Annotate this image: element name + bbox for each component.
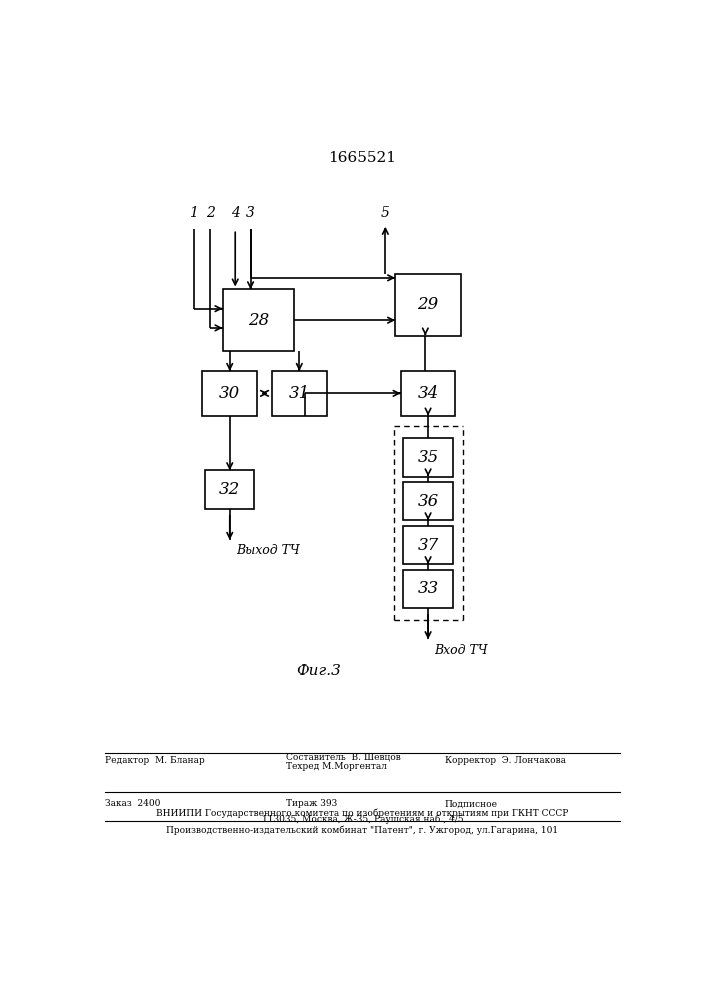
Text: 1665521: 1665521: [328, 151, 397, 165]
Text: Подписное: Подписное: [445, 799, 498, 808]
Text: 1: 1: [189, 206, 198, 220]
Text: Редактор  М. Бланар: Редактор М. Бланар: [105, 756, 204, 765]
Text: 30: 30: [219, 385, 240, 402]
Bar: [272, 371, 327, 416]
Text: Составитель  В. Шевцов: Составитель В. Шевцов: [286, 752, 400, 761]
Text: Тираж 393: Тираж 393: [286, 799, 337, 808]
Text: 5: 5: [381, 206, 390, 220]
Bar: [223, 289, 294, 351]
Text: ВНИИПИ Государственного комитета по изобретениям и открытиям при ГКНТ СССР: ВНИИПИ Государственного комитета по изоб…: [156, 808, 568, 818]
Text: 4: 4: [230, 206, 240, 220]
Bar: [395, 274, 461, 336]
Bar: [404, 526, 452, 564]
Text: Вход ТЧ: Вход ТЧ: [435, 644, 488, 657]
Text: 37: 37: [417, 537, 439, 554]
Text: Заказ  2400: Заказ 2400: [105, 799, 160, 808]
Text: Техред М.Моргентал: Техред М.Моргентал: [286, 762, 387, 771]
Text: Производственно-издательский комбинат "Патент", г. Ужгород, ул.Гагарина, 101: Производственно-издательский комбинат "П…: [166, 826, 559, 835]
Bar: [205, 470, 255, 509]
Text: 31: 31: [288, 385, 310, 402]
Bar: [401, 371, 455, 416]
Text: 113035, Москва, Ж-35, Раушская наб., 4/5: 113035, Москва, Ж-35, Раушская наб., 4/5: [262, 814, 463, 824]
Text: 33: 33: [417, 580, 439, 597]
Text: Фиг.3: Фиг.3: [296, 664, 341, 678]
Bar: [404, 570, 452, 608]
Text: 29: 29: [417, 296, 439, 313]
Text: 32: 32: [219, 481, 240, 498]
Text: Корректор  Э. Лончакова: Корректор Э. Лончакова: [445, 756, 566, 765]
Bar: [404, 438, 452, 477]
Text: 28: 28: [247, 312, 269, 329]
Text: 36: 36: [417, 493, 439, 510]
Bar: [202, 371, 257, 416]
Bar: [404, 482, 452, 520]
Text: 3: 3: [246, 206, 255, 220]
Text: Выход ТЧ: Выход ТЧ: [236, 544, 300, 557]
Text: 34: 34: [417, 385, 439, 402]
Text: 2: 2: [206, 206, 214, 220]
Text: 35: 35: [417, 449, 439, 466]
